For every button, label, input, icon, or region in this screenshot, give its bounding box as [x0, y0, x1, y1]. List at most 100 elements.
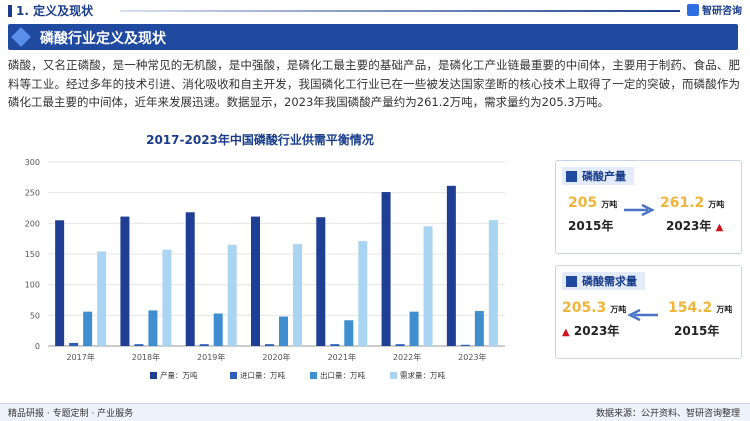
bar	[185, 212, 195, 346]
legend-swatch	[390, 372, 397, 379]
bar	[474, 311, 484, 346]
bar	[423, 226, 433, 346]
bar	[97, 251, 107, 346]
x-tick-label: 2021年	[328, 352, 356, 362]
y-tick-label: 0	[35, 342, 40, 351]
demand-card: 磷酸需求量 205.3 万吨 ▲ 2023年 154.2 万吨 2015年	[555, 265, 742, 359]
y-tick-label: 300	[25, 158, 40, 167]
x-tick-label: 2020年	[262, 352, 290, 362]
bar	[265, 344, 274, 346]
production-to-value: 261.2 万吨	[660, 195, 724, 211]
x-tick-label: 2022年	[393, 352, 421, 362]
bar	[162, 249, 172, 346]
y-tick-label: 150	[25, 250, 40, 259]
bar	[227, 244, 237, 346]
production-from-value: 205 万吨	[568, 195, 617, 211]
demand-to-unit: 万吨	[716, 305, 733, 314]
production-from-unit: 万吨	[601, 200, 618, 209]
bar	[460, 344, 470, 346]
bar	[446, 185, 456, 346]
demand-to-value: 154.2 万吨	[668, 300, 732, 316]
chart-title: 2017-2023年中国磷酸行业供需平衡情况	[146, 133, 374, 147]
production-from-year: 2015年	[568, 219, 614, 233]
up-arrow-icon: ▲	[715, 222, 724, 233]
bar-chart-icon	[566, 170, 577, 182]
legend-swatch	[150, 372, 157, 379]
section-title: 1. 定义及现状	[8, 2, 93, 19]
x-tick-label: 2017年	[66, 352, 94, 362]
bar	[83, 311, 93, 346]
demand-card-title: 磷酸需求量	[582, 275, 637, 288]
bar	[120, 216, 130, 346]
x-tick-label: 2018年	[132, 352, 160, 362]
bar	[148, 310, 158, 346]
bar	[381, 192, 391, 346]
production-card: 磷酸产量 205 万吨 2015年 261.2 万吨 2023年 ▲	[555, 160, 742, 254]
bar	[213, 313, 223, 346]
bar-chart-icon	[566, 275, 577, 287]
arrow-right-icon	[624, 203, 655, 217]
bar	[344, 320, 354, 346]
bar	[251, 216, 260, 346]
bar	[409, 311, 419, 346]
footer-bar: 精品研报 · 专题定制 · 产业服务 数据来源：公开资料、智研咨询整理	[0, 403, 750, 421]
bar	[279, 316, 288, 346]
bar	[330, 344, 340, 346]
chart-bars	[55, 185, 498, 346]
top-bar: 1. 定义及现状 智研咨询	[0, 0, 750, 20]
intro-paragraph: 磷酸，又名正磷酸，是一种常见的无机酸，是中强酸，是磷化工最主要的基础产品，是磷化…	[8, 58, 740, 109]
bar	[395, 344, 405, 346]
legend-swatch	[230, 372, 237, 379]
bar	[55, 220, 65, 346]
y-tick-label: 200	[25, 219, 40, 228]
x-tick-label: 2023年	[458, 352, 486, 362]
legend-label: 产量：万吨	[160, 370, 198, 380]
y-tick-label: 50	[30, 311, 40, 320]
bar	[293, 244, 302, 346]
demand-from-year-text: 2023年	[573, 324, 620, 338]
bar	[199, 344, 209, 346]
production-to-year: 2023年 ▲	[666, 217, 723, 234]
bar	[69, 342, 79, 346]
title-banner: 磷酸行业定义及现状	[8, 24, 738, 50]
demand-to-number: 154.2	[668, 300, 713, 316]
legend-label: 出口量：万吨	[320, 370, 365, 380]
section-marker-icon	[8, 4, 12, 17]
production-to-unit: 万吨	[708, 200, 725, 209]
production-to-number: 261.2	[660, 195, 705, 211]
legend-label: 需求量：万吨	[400, 370, 445, 380]
demand-to-year: 2015年	[674, 324, 720, 338]
demand-from-year: ▲ 2023年	[562, 322, 619, 339]
x-tick-label: 2019年	[197, 352, 225, 362]
production-to-year-text: 2023年	[666, 219, 712, 233]
demand-from-unit: 万吨	[610, 305, 627, 314]
logo-icon	[687, 3, 699, 16]
demand-from-number: 205.3	[562, 300, 607, 316]
banner-title: 磷酸行业定义及现状	[40, 31, 166, 47]
logo-text: 智研咨询	[702, 6, 742, 17]
footer-left-text: 精品研报 · 专题定制 · 产业服务	[8, 409, 134, 419]
footer-source-text: 数据来源：公开资料、智研咨询整理	[595, 409, 740, 419]
chart-gridlines	[48, 161, 505, 347]
header-divider	[120, 10, 680, 12]
x-axis: 2017年 2018年 2019年 2020年 2021年 2022年 2023年	[66, 352, 486, 362]
legend-swatch	[310, 372, 317, 379]
up-arrow-icon: ▲	[562, 327, 570, 338]
legend-label: 进口量：万吨	[240, 370, 285, 380]
section-title-text: 1. 定义及现状	[16, 4, 94, 18]
demand-from-value: 205.3 万吨	[562, 300, 626, 316]
y-tick-label: 250	[25, 189, 40, 198]
bar	[358, 241, 368, 346]
cube-icon	[11, 27, 31, 47]
arrow-left-icon	[627, 308, 658, 322]
demand-card-header: 磷酸需求量	[562, 272, 645, 290]
production-card-header: 磷酸产量	[562, 167, 634, 185]
production-from-number: 205	[568, 195, 598, 211]
y-axis: 0 50 100 150 200 250 300	[25, 158, 40, 351]
production-card-title: 磷酸产量	[582, 170, 626, 183]
y-tick-label: 100	[25, 281, 40, 290]
bar	[316, 217, 326, 346]
chart-legend: 产量：万吨 进口量：万吨 出口量：万吨 需求量：万吨	[150, 370, 445, 380]
bar	[134, 344, 144, 346]
